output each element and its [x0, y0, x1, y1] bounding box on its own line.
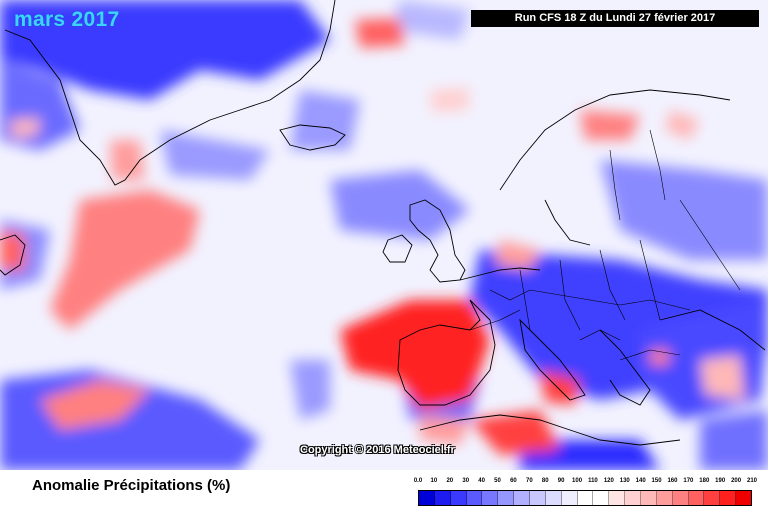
- baltic-coast: [544, 199, 591, 246]
- legend-tick-label: 100: [572, 478, 583, 484]
- legend-tick-label: 80: [541, 478, 549, 484]
- ireland-coast: [382, 234, 413, 263]
- legend-swatch: [545, 491, 562, 505]
- legend-swatch: [577, 491, 594, 505]
- precipitation-anomaly-map: mars 2017 Run CFS 18 Z du Lundi 27 févri…: [0, 0, 768, 470]
- legend-tick-label: 180: [699, 478, 710, 484]
- legend-swatch: [688, 491, 705, 505]
- legend-tick-label: 210: [746, 478, 758, 484]
- balkan-coast: [599, 329, 651, 406]
- legend-tick-label: 20: [446, 478, 454, 484]
- legend-tick-label: 130: [619, 478, 630, 484]
- black-sea-coast: [659, 309, 766, 351]
- legend-footer: Anomalie Précipitations (%) 0.0 10 20 30 40 5…: [0, 470, 768, 512]
- color-scale-legend: 0.0 10 20 30 40 50 60 70 80 90 100 110 120 130 140 150 1…: [414, 478, 757, 506]
- legend-swatch: [609, 491, 626, 505]
- legend-swatch: [561, 491, 578, 505]
- legend-tick-label: 200: [731, 478, 742, 484]
- legend-swatch: [704, 491, 721, 505]
- legend-swatch: [498, 491, 515, 505]
- legend-swatch: [625, 491, 642, 505]
- legend-tick-label: 160: [667, 478, 678, 484]
- north-africa-coast: [419, 414, 681, 446]
- legend-tick-label: 50: [494, 478, 501, 484]
- scandinavia-coast: [499, 89, 731, 191]
- legend-ticks: 0.0 10 20 30 40 50 60 70 80 90 100 110 120 130 140 150 1…: [414, 478, 757, 488]
- anomaly-field: [0, 0, 768, 470]
- legend-title: Anomalie Précipitations (%): [32, 477, 231, 494]
- iberia-coast: [397, 299, 496, 406]
- run-label: Run CFS 18 Z du Lundi 27 février 2017: [471, 10, 759, 27]
- legend-tick-label: 40: [478, 478, 485, 484]
- legend-swatch: [593, 491, 610, 505]
- legend-tick-label: 150: [651, 478, 662, 484]
- legend-tick-label: 120: [603, 478, 614, 484]
- legend-tick-label: 170: [683, 478, 694, 484]
- country-borders: [469, 129, 741, 361]
- greenland-coast: [4, 0, 336, 186]
- legend-swatch: [419, 491, 435, 505]
- legend-tick-label: 30: [462, 478, 470, 484]
- legend-tick-label: 60: [510, 478, 517, 484]
- legend-color-bar: [418, 490, 752, 506]
- legend-swatch: [514, 491, 531, 505]
- italy-coast: [519, 318, 586, 401]
- legend-swatch: [482, 491, 499, 505]
- labrador-coast: [0, 234, 26, 276]
- legend-swatch: [736, 491, 752, 505]
- legend-swatch: [434, 491, 451, 505]
- legend-swatch: [530, 491, 546, 505]
- legend-swatch: [641, 491, 657, 505]
- legend-tick-label: 190: [715, 478, 726, 484]
- legend-tick-label: 90: [557, 478, 565, 484]
- legend-swatch: [466, 491, 483, 505]
- north-sea-coast: [459, 267, 541, 281]
- map-canvas: [0, 0, 768, 470]
- legend-swatch: [720, 491, 737, 505]
- legend-tick-label: 70: [525, 478, 533, 484]
- legend-swatch: [656, 491, 673, 505]
- legend-tick-label: 10: [430, 478, 438, 484]
- legend-tick-label: 110: [588, 478, 598, 484]
- britain-coast: [409, 199, 466, 283]
- iceland-coast: [279, 124, 346, 151]
- coastline-outlines: [0, 0, 766, 446]
- legend-swatch: [672, 491, 689, 505]
- legend-tick-label: 0.0: [413, 478, 423, 484]
- legend-swatch: [450, 491, 467, 505]
- legend-tick-label: 140: [635, 478, 646, 484]
- copyright-label: Copyright © 2016 Meteociel.fr: [300, 444, 455, 456]
- month-title: mars 2017: [14, 8, 120, 31]
